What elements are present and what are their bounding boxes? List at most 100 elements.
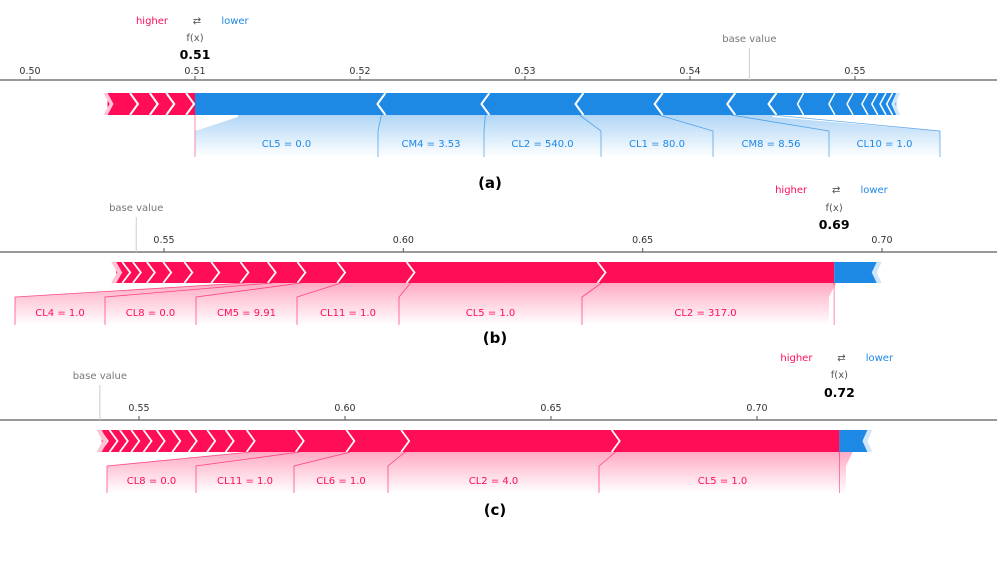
tick-label: 0.55 <box>844 66 865 77</box>
positive-chevron <box>245 429 256 453</box>
feature-label: CL1 = 80.0 <box>629 139 685 150</box>
tick-label: 0.51 <box>184 66 205 77</box>
feature-label: CM4 = 3.53 <box>402 139 461 150</box>
feature-label-box <box>105 283 302 325</box>
feature-label: CL10 = 1.0 <box>857 139 913 150</box>
negative-chevron <box>828 92 836 116</box>
tick-label: 0.70 <box>746 403 767 414</box>
feature-label: CL5 = 1.0 <box>698 476 748 487</box>
positive-bar <box>116 262 835 283</box>
positive-chevron <box>224 429 235 453</box>
legend-lower: lower <box>221 16 249 27</box>
positive-chevron <box>266 261 277 284</box>
positive-chevron <box>119 429 129 453</box>
force-plot-2: 0.55 0.60 0.65 0.70 base value higher ⇄ lower f(… <box>0 185 997 347</box>
negative-tail <box>891 93 901 115</box>
negative-chevron <box>885 92 894 116</box>
positive-chevron <box>165 92 176 116</box>
base-value-label: base value <box>73 371 127 382</box>
feature-label: CL4 = 1.0 <box>35 308 85 319</box>
feature-label-box <box>582 283 837 325</box>
fx-value: 0.72 <box>824 385 855 400</box>
positive-chevron <box>596 261 607 284</box>
legend-lower: lower <box>860 185 888 196</box>
feature-label: CL2 = 540.0 <box>511 139 573 150</box>
feature-label-box <box>579 115 713 157</box>
feature-label-box <box>15 283 272 325</box>
negative-chevron <box>870 92 879 116</box>
negative-bar <box>834 262 877 283</box>
tick-label: 0.54 <box>679 66 700 77</box>
positive-chevron <box>129 92 140 116</box>
fx-value: 0.69 <box>819 217 850 232</box>
feature-label: CM5 = 9.91 <box>217 308 276 319</box>
tick-label: 0.65 <box>632 235 653 246</box>
positive-chevron <box>132 261 142 284</box>
feature-label: CL8 = 0.0 <box>127 476 177 487</box>
tick-label: 0.70 <box>871 235 892 246</box>
tick-label: 0.53 <box>514 66 535 77</box>
feature-connector <box>772 114 941 157</box>
feature-label: CL2 = 4.0 <box>469 476 519 487</box>
negative-chevron <box>767 92 778 116</box>
tick-label: 0.60 <box>334 403 355 414</box>
positive-chevron <box>142 429 153 453</box>
feature-label-box <box>378 115 486 157</box>
legend-arrow-icon: ⇄ <box>193 16 201 27</box>
legend-higher: higher <box>780 353 813 364</box>
panel-caption: (b) <box>483 329 507 347</box>
positive-chevron <box>210 261 221 284</box>
fx-label: f(x) <box>186 33 203 44</box>
positive-chevron <box>610 429 621 453</box>
feature-label: CM8 = 8.56 <box>742 139 801 150</box>
panel-caption: (c) <box>484 501 507 519</box>
tick-label: 0.50 <box>19 66 40 77</box>
negative-chevron <box>846 92 854 116</box>
positive-chevron <box>183 261 194 284</box>
positive-tail <box>103 93 114 115</box>
positive-chevron <box>296 261 307 284</box>
positive-chevron <box>108 429 119 453</box>
positive-chevron <box>155 429 166 453</box>
feature-label-box <box>294 452 406 493</box>
positive-chevron <box>121 261 132 284</box>
negative-chevron <box>653 92 664 116</box>
positive-chevron <box>336 261 347 284</box>
negative-tail <box>871 262 882 283</box>
positive-chevron <box>206 429 217 453</box>
force-plot-1: 0.50 0.51 0.52 0.53 0.54 0.55 base value higher… <box>0 16 997 192</box>
feature-label-box <box>599 452 853 493</box>
positive-chevron <box>185 92 196 116</box>
negative-chevron <box>796 92 805 116</box>
positive-chevron <box>130 429 141 453</box>
feature-label-box <box>107 452 300 493</box>
positive-chevron <box>345 429 356 453</box>
feature-label-box <box>658 115 829 157</box>
legend-arrow-icon: ⇄ <box>837 353 845 364</box>
feature-label-box <box>195 115 382 157</box>
negative-chevron <box>879 92 887 116</box>
feature-label-box <box>388 452 616 493</box>
tick-label: 0.55 <box>153 235 174 246</box>
positive-tail <box>111 262 123 283</box>
legend-arrow-icon: ⇄ <box>832 185 840 196</box>
positive-tail <box>96 430 108 452</box>
fx-value: 0.51 <box>180 47 211 62</box>
positive-bar <box>107 93 195 115</box>
negative-chevron <box>726 92 737 116</box>
legend-lower: lower <box>866 353 894 364</box>
tick-label: 0.60 <box>393 235 414 246</box>
tick-label: 0.52 <box>349 66 370 77</box>
positive-chevron <box>294 429 305 453</box>
base-value-label: base value <box>722 34 776 45</box>
feature-label: CL5 = 1.0 <box>466 308 516 319</box>
positive-chevron <box>171 429 182 453</box>
positive-chevron <box>148 92 159 116</box>
negative-chevron <box>861 92 869 116</box>
tick-label: 0.65 <box>540 403 561 414</box>
positive-chevron <box>405 261 416 284</box>
positive-chevron <box>162 261 173 284</box>
feature-label-box <box>399 283 602 325</box>
positive-chevron <box>400 429 411 453</box>
